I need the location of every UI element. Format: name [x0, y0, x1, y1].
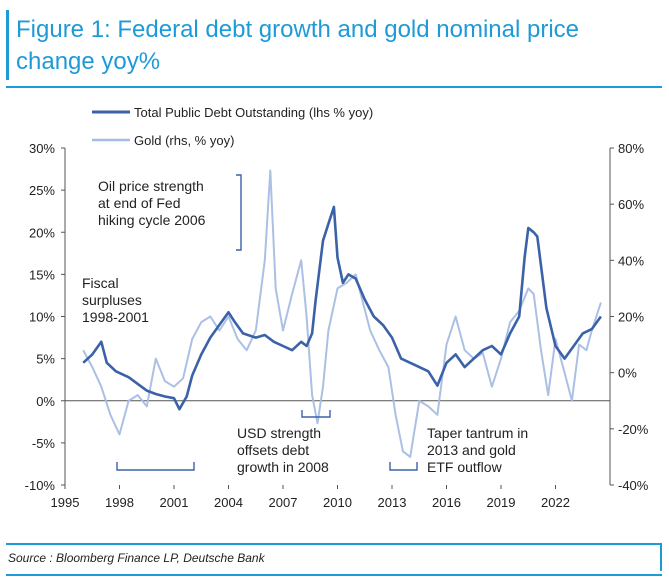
annotation-fiscal-surpluses: Fiscal surpluses 1998-2001 [82, 275, 149, 325]
annotation-oil-price: Oil price strength at end of Fed hiking cy… [98, 178, 206, 228]
right-axis-tick-label: 80% [618, 141, 644, 156]
annotation-usd-strength: USD strength offsets debt growth in 2008 [237, 425, 329, 475]
source-accent-bar [660, 543, 662, 571]
legend-label-gold: Gold (rhs, % yoy) [134, 133, 234, 148]
right-axis-tick-label: -20% [618, 422, 649, 437]
x-axis-tick-label: 2010 [323, 495, 352, 510]
figure-title: Figure 1: Federal debt growth and gold n… [16, 16, 579, 75]
x-axis-tick-label: 1998 [105, 495, 134, 510]
title-accent-bar [6, 10, 9, 80]
right-axis-tick-label: 0% [618, 366, 637, 381]
x-axis-tick-label: 2022 [541, 495, 570, 510]
source-note: Source : Bloomberg Finance LP, Deutsche … [8, 551, 265, 565]
x-axis-tick-label: 2001 [160, 495, 189, 510]
right-axis-tick-label: 60% [618, 197, 644, 212]
left-axis-tick-label: 20% [29, 225, 55, 240]
x-axis-tick-label: 2004 [214, 495, 243, 510]
taper-tantrum-bracket [389, 462, 418, 471]
x-axis-tick-label: 2019 [487, 495, 516, 510]
x-axis-tick-label: 2016 [432, 495, 461, 510]
x-axis-tick-label: 1995 [51, 495, 80, 510]
left-axis-tick-label: 0% [36, 394, 55, 409]
oil-price-bracket [236, 174, 242, 251]
right-axis-tick-label: 20% [618, 310, 644, 325]
x-axis-tick-label: 2013 [378, 495, 407, 510]
left-axis-tick-label: 15% [29, 267, 55, 282]
left-axis-tick-label: 30% [29, 141, 55, 156]
left-axis-tick-label: 10% [29, 310, 55, 325]
gold-series-line [82, 169, 602, 458]
right-axis-tick-label: 40% [618, 253, 644, 268]
chart: 30% 25% 20% 15% 10% 5% 0% -5% -10% 80% 60% 40% 20% 0%… [25, 105, 649, 510]
legend-label-debt: Total Public Debt Outstanding (lhs % yoy… [134, 105, 373, 120]
debt-series-line [82, 205, 602, 411]
source-divider-top [6, 543, 662, 545]
usd-strength-bracket [301, 410, 331, 418]
title-divider [6, 86, 662, 88]
left-axis-tick-label: 5% [36, 352, 55, 367]
fiscal-surpluses-bracket [116, 462, 195, 471]
x-axis-tick-label: 2007 [269, 495, 298, 510]
left-axis-tick-label: -5% [32, 436, 56, 451]
annotation-taper-tantrum: Taper tantrum in 2013 and gold ETF outflow [427, 425, 528, 475]
left-axis-tick-label: -10% [25, 478, 56, 493]
left-axis-tick-label: 25% [29, 183, 55, 198]
right-axis-tick-label: -40% [618, 478, 649, 493]
source-divider-bottom [6, 574, 662, 576]
